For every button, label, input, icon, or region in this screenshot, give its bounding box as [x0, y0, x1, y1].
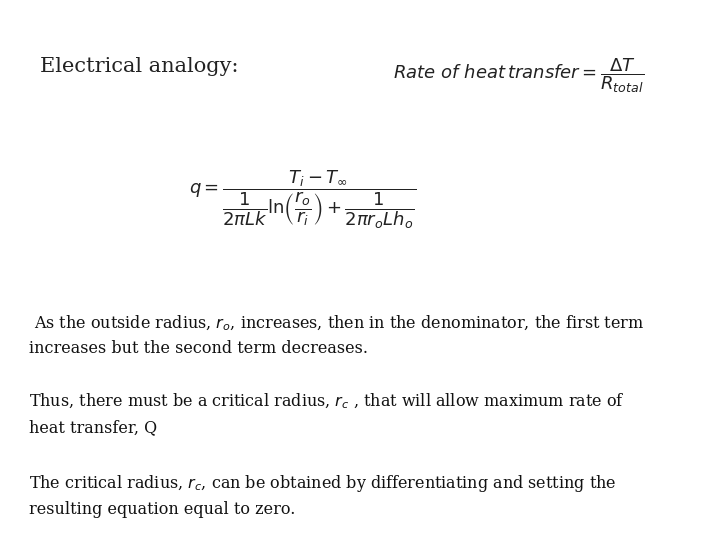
Text: $\mathit{Rate\ of\ heat\,transfer} = \dfrac{\Delta T}{R_{total}}$: $\mathit{Rate\ of\ heat\,transfer} = \df…: [393, 57, 644, 96]
Text: $q = \dfrac{T_i - T_\infty}{\dfrac{1}{2\pi Lk}\ln\!\left(\dfrac{r_o}{r_i}\right): $q = \dfrac{T_i - T_\infty}{\dfrac{1}{2\…: [189, 168, 416, 231]
Text: As the outside radius, $r_o$, increases, then in the denominator, the first term: As the outside radius, $r_o$, increases,…: [29, 313, 644, 357]
Text: Electrical analogy:: Electrical analogy:: [40, 57, 238, 76]
Text: Thus, there must be a critical radius, $r_c$ , that will allow maximum rate of
h: Thus, there must be a critical radius, $…: [29, 392, 624, 436]
Text: The critical radius, $r_c$, can be obtained by differentiating and setting the
r: The critical radius, $r_c$, can be obtai…: [29, 472, 616, 518]
